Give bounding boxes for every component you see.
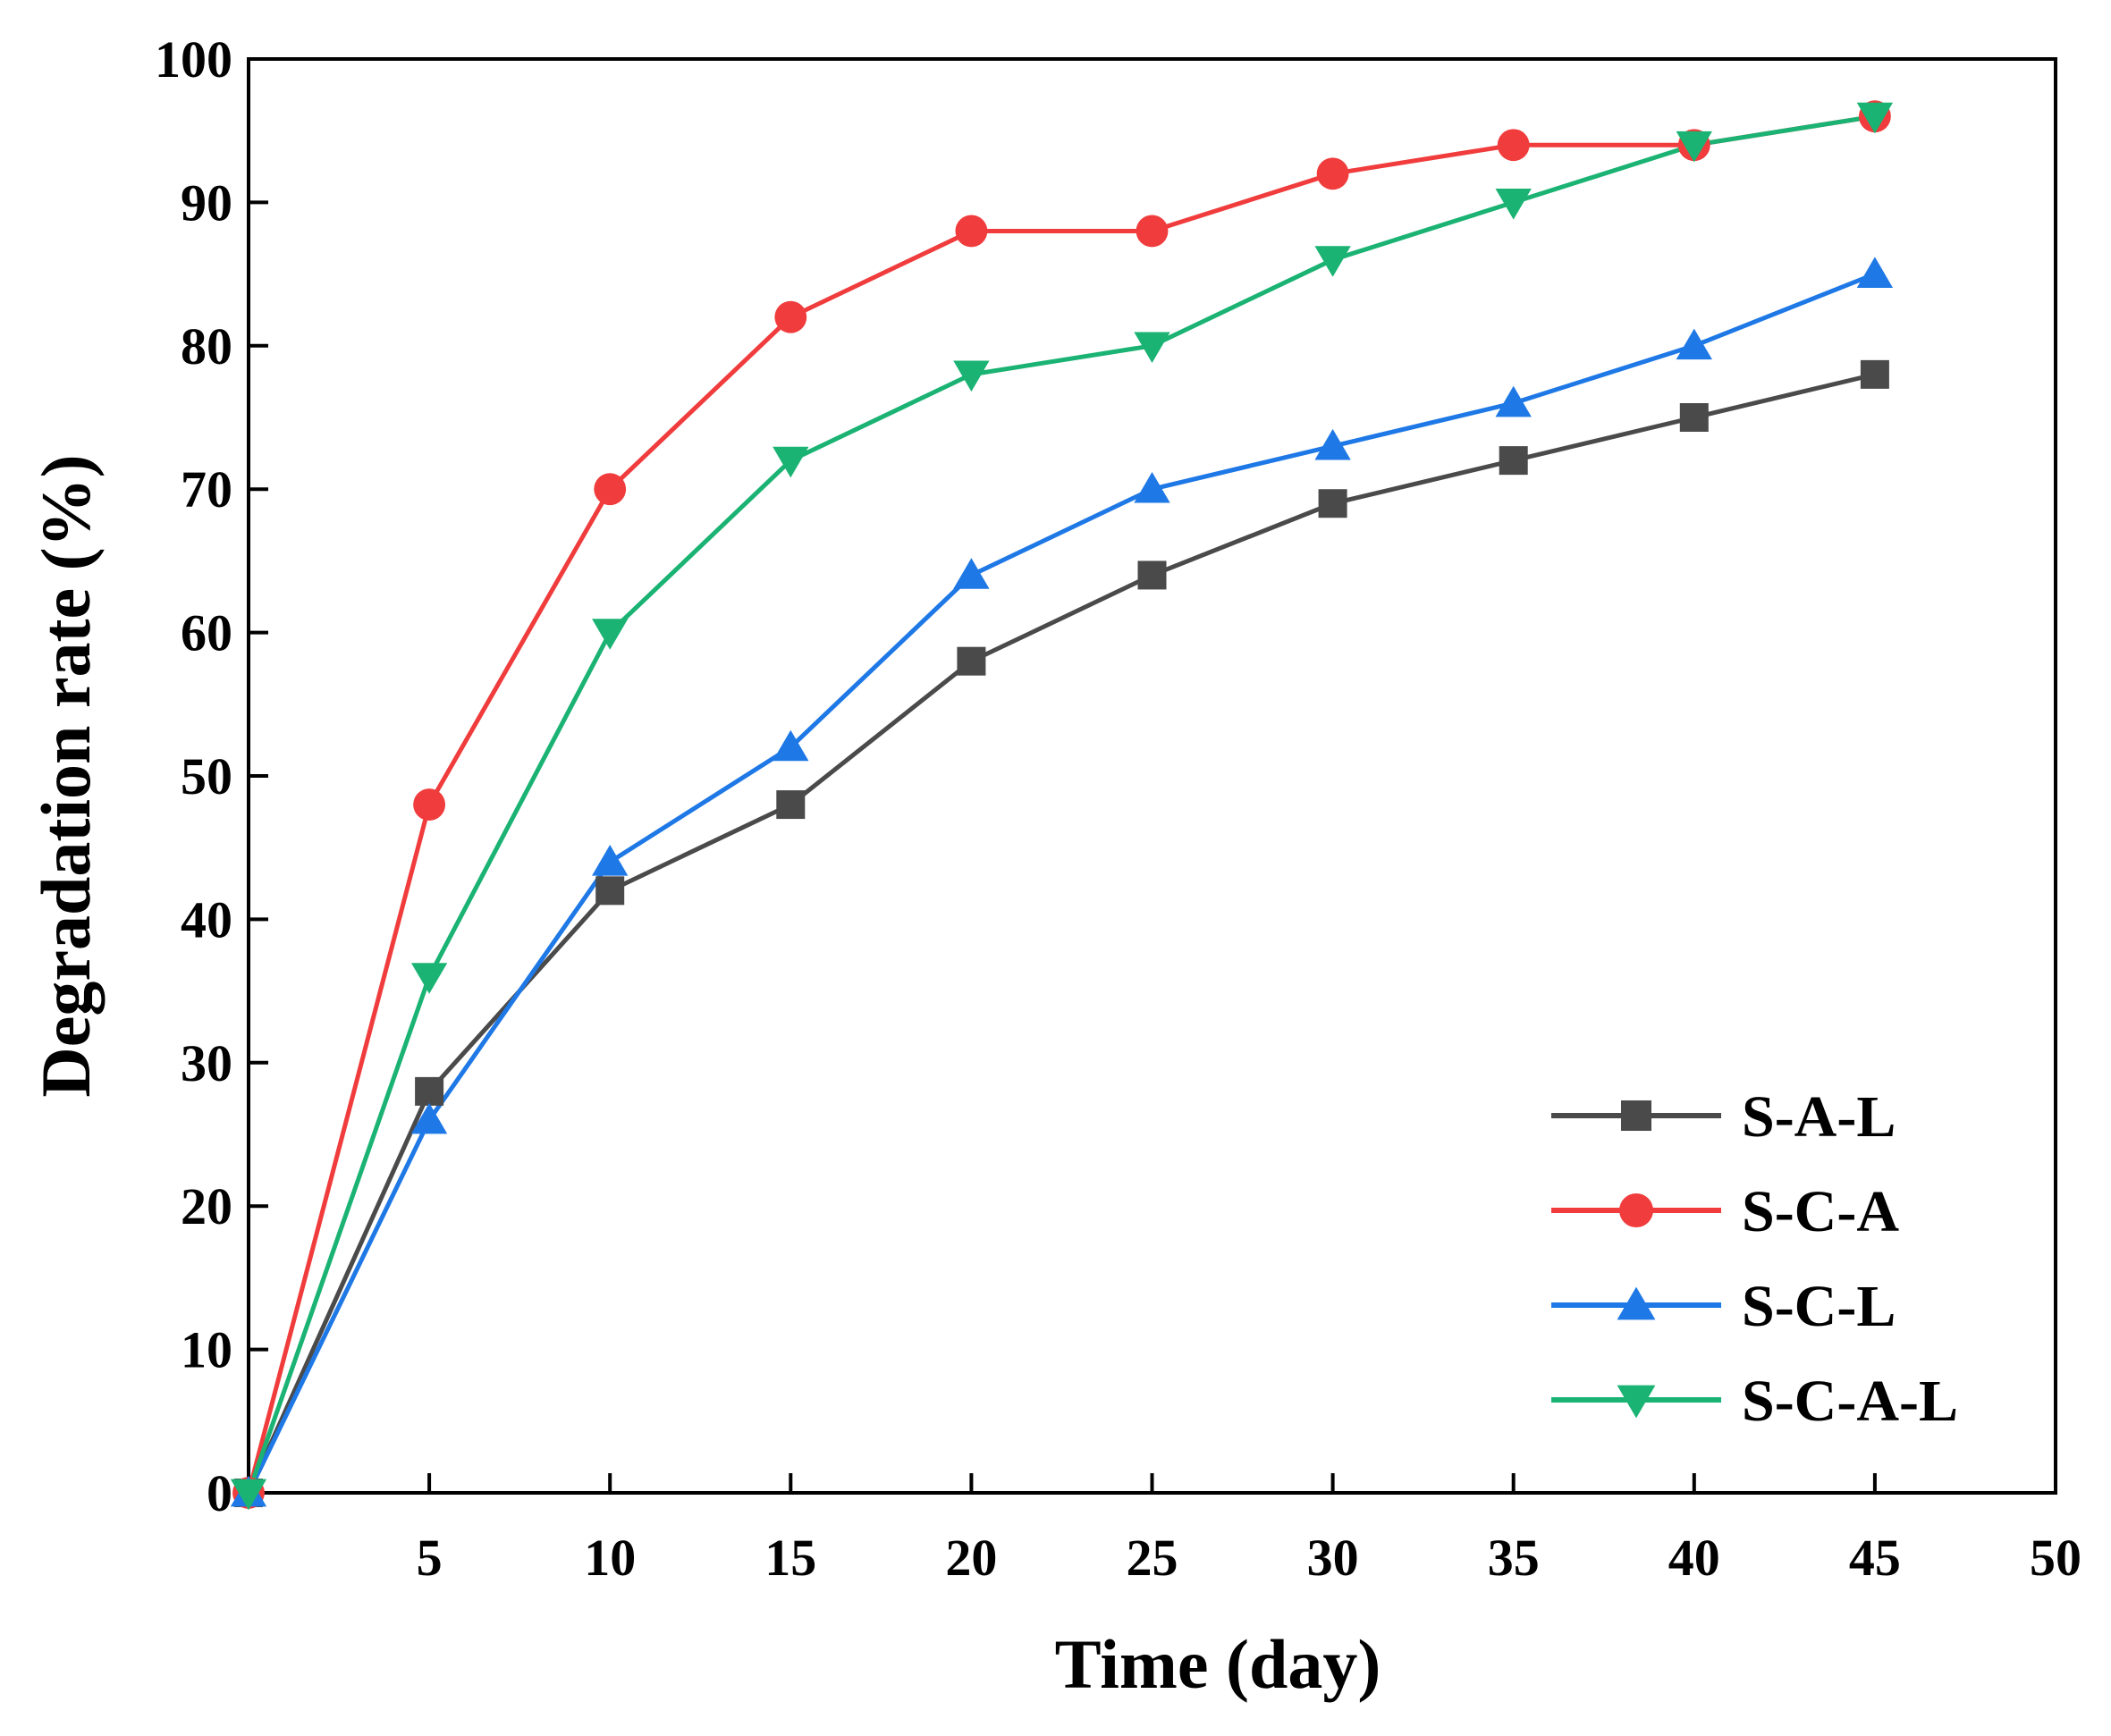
legend-label-s-c-l: S-C-L bbox=[1742, 1274, 1896, 1339]
y-tick-label: 30 bbox=[181, 1034, 232, 1092]
data-point-s-c-l bbox=[592, 845, 629, 876]
data-point-s-a-l bbox=[1499, 446, 1528, 476]
legend-marker-s-a-l bbox=[1621, 1100, 1651, 1131]
data-point-s-c-a-l bbox=[773, 446, 809, 478]
y-tick-label: 50 bbox=[181, 747, 232, 805]
legend-marker-s-c-a bbox=[1618, 1192, 1654, 1228]
data-point-s-c-a bbox=[413, 788, 446, 822]
series-line-s-a-l bbox=[246, 372, 1876, 1495]
data-point-s-c-l bbox=[953, 558, 990, 589]
x-tick-label: 35 bbox=[1488, 1529, 1540, 1587]
y-tick-label: 40 bbox=[181, 890, 232, 948]
y-tick-label: 70 bbox=[181, 460, 232, 518]
x-axis-ticks: 5 10 15 20 25 30 35 40 45 50 bbox=[417, 1473, 2081, 1587]
data-point-s-c-a bbox=[774, 300, 807, 333]
data-point-s-c-a-l bbox=[1495, 189, 1532, 220]
data-point-s-a-l bbox=[1137, 560, 1167, 590]
y-tick-label: 90 bbox=[181, 173, 232, 232]
legend-label-s-c-a-l: S-C-A-L bbox=[1742, 1369, 1958, 1434]
data-point-s-c-l bbox=[1676, 328, 1712, 360]
x-tick-label: 30 bbox=[1307, 1529, 1359, 1587]
x-tick-label: 15 bbox=[764, 1529, 816, 1587]
y-tick-label: 10 bbox=[181, 1321, 232, 1379]
legend: S-A-L S-C-A S-C-L S-C-A-L bbox=[1551, 1084, 1958, 1434]
data-point-s-a-l bbox=[1318, 489, 1347, 518]
data-point-s-c-a-l bbox=[230, 1479, 267, 1511]
x-tick-label: 50 bbox=[2030, 1529, 2081, 1587]
x-tick-label: 10 bbox=[584, 1529, 636, 1587]
data-point-s-a-l bbox=[776, 790, 806, 820]
data-point-s-c-a bbox=[1497, 129, 1530, 162]
x-axis-title: Time (day) bbox=[1055, 1625, 1381, 1703]
data-point-s-c-a-l bbox=[592, 619, 629, 650]
data-point-s-c-l bbox=[1856, 257, 1894, 288]
data-point-s-c-a-l bbox=[1314, 246, 1351, 277]
data-point-s-c-a-l bbox=[1134, 332, 1170, 363]
data-point-s-c-l bbox=[1134, 472, 1170, 503]
series-layer bbox=[230, 100, 1894, 1511]
series-line-s-c-l bbox=[246, 272, 1876, 1495]
x-tick-label: 20 bbox=[945, 1529, 997, 1587]
data-point-s-c-l bbox=[1314, 428, 1351, 460]
data-point-s-c-a bbox=[594, 473, 627, 506]
x-tick-label: 5 bbox=[417, 1529, 443, 1587]
data-point-s-c-a-l bbox=[953, 360, 990, 392]
data-point-s-c-a-l bbox=[1676, 131, 1712, 163]
data-point-s-c-l bbox=[410, 1102, 448, 1134]
data-point-s-c-a-l bbox=[410, 963, 448, 994]
x-tick-label: 45 bbox=[1849, 1529, 1901, 1587]
legend-label-s-c-a: S-C-A bbox=[1742, 1179, 1899, 1244]
data-point-s-a-l bbox=[415, 1076, 444, 1106]
series-line-s-c-a-l bbox=[246, 114, 1876, 1494]
legend-marker-s-c-a-l bbox=[1617, 1385, 1656, 1419]
x-tick-label: 40 bbox=[1668, 1529, 1720, 1587]
data-point-s-a-l bbox=[1679, 403, 1709, 432]
data-point-s-c-l bbox=[773, 729, 809, 762]
data-point-s-c-a bbox=[1316, 157, 1349, 190]
legend-label-s-a-l: S-A-L bbox=[1742, 1084, 1896, 1150]
x-tick-label: 25 bbox=[1127, 1529, 1178, 1587]
y-tick-label: 60 bbox=[181, 604, 232, 662]
y-axis-title: Degradation rate (%) bbox=[27, 454, 105, 1097]
data-point-s-c-a-l bbox=[1856, 102, 1894, 134]
data-point-s-a-l bbox=[595, 876, 625, 906]
y-tick-label: 100 bbox=[155, 30, 232, 88]
series-line-s-c-a bbox=[246, 114, 1876, 1494]
data-point-s-c-a bbox=[955, 215, 988, 248]
legend-marker-s-c-l bbox=[1617, 1286, 1656, 1320]
data-point-s-c-a bbox=[1136, 215, 1169, 248]
y-tick-label: 20 bbox=[181, 1177, 232, 1235]
data-point-s-c-l bbox=[1495, 385, 1532, 417]
data-point-s-a-l bbox=[1860, 359, 1889, 389]
y-axis-ticks: 0 10 20 30 40 50 60 70 80 90 100 bbox=[155, 30, 268, 1522]
data-point-s-a-l bbox=[957, 646, 986, 676]
y-tick-label: 0 bbox=[207, 1464, 232, 1522]
y-tick-label: 80 bbox=[181, 317, 232, 375]
